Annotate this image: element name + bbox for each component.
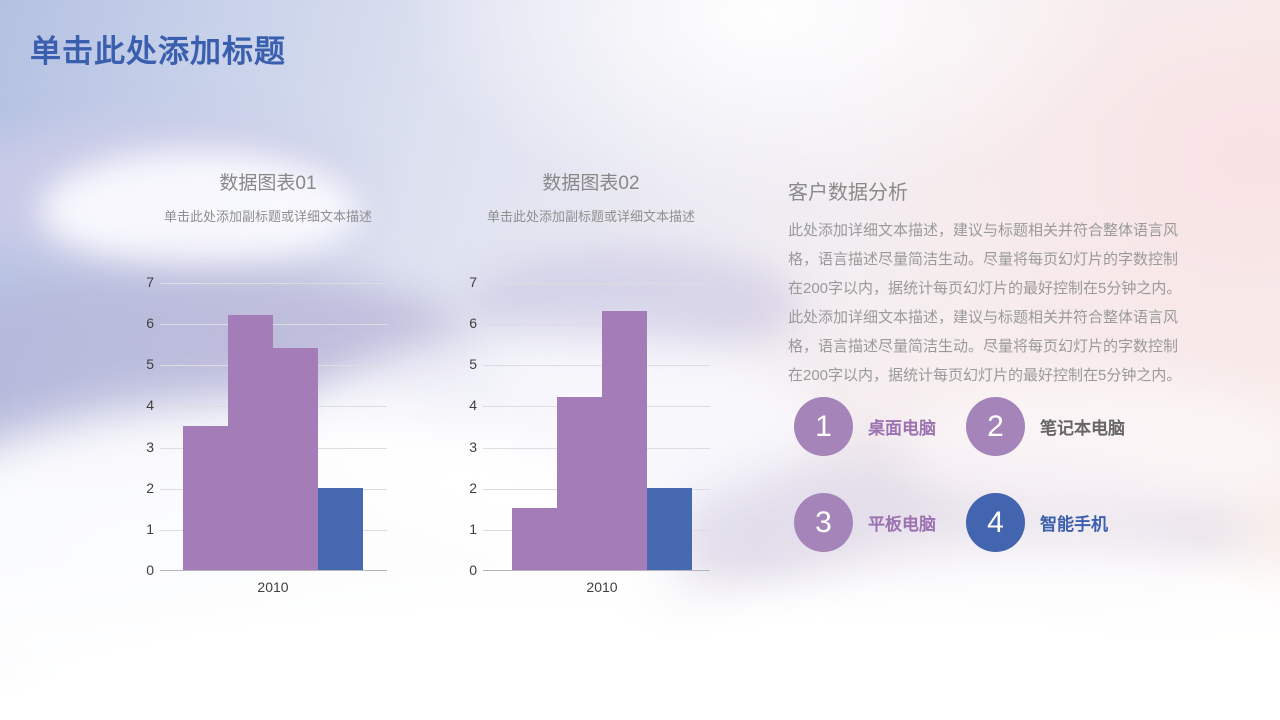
bar-series-1	[512, 508, 557, 570]
y-axis-tick-label: 4	[146, 397, 154, 414]
legend-item-2[interactable]: 2 笔记本电脑	[966, 397, 1125, 456]
x-axis-line	[160, 570, 387, 571]
bar-series-4	[647, 488, 692, 570]
x-axis-category-label: 2010	[257, 579, 289, 595]
legend-item-3[interactable]: 3 平板电脑	[794, 493, 936, 552]
bar-chart-02[interactable]: 数据图表02 单击此处添加副标题或详细文本描述 0 1 2 3 4 5 6 7 2010	[466, 168, 716, 608]
chart-02-plot-area: 0 1 2 3 4 5 6 7 2010	[469, 274, 710, 595]
x-axis-line	[483, 570, 710, 571]
gridline	[483, 283, 710, 284]
y-axis-tick-label: 3	[469, 438, 477, 455]
cloud	[900, 380, 1280, 520]
bar-series-2	[228, 315, 273, 570]
y-axis-tick-label: 0	[469, 562, 477, 578]
gridline	[160, 324, 387, 326]
y-axis-tick-label: 5	[469, 356, 477, 373]
legend-item-1[interactable]: 1 桌面电脑	[794, 397, 936, 456]
legend-number-circle[interactable]: 2	[966, 397, 1025, 456]
gridline	[483, 324, 710, 326]
y-axis-tick-label: 6	[469, 315, 477, 332]
y-axis-tick-label: 0	[146, 562, 154, 578]
chart-02-title: 数据图表02	[542, 173, 640, 194]
y-axis-tick-label: 1	[469, 520, 477, 537]
y-axis-tick-label: 1	[146, 520, 154, 537]
bar-chart-01[interactable]: 数据图表01 单击此处添加副标题或详细文本描述 0 1 2 3 4 5 6 7 2010	[143, 168, 393, 608]
chart-01-subtitle-placeholder[interactable]: 单击此处添加副标题或详细文本描述	[163, 209, 372, 224]
y-axis-tick-label: 4	[469, 397, 477, 414]
bar-series-1	[183, 426, 228, 570]
x-axis-category-label: 2010	[586, 579, 618, 595]
legend-number-circle[interactable]: 3	[794, 493, 853, 552]
y-axis-tick-label: 7	[469, 274, 477, 290]
legend-label: 桌面电脑	[868, 419, 936, 438]
chart-02-subtitle-placeholder[interactable]: 单击此处添加副标题或详细文本描述	[486, 209, 695, 224]
bar-series-3	[273, 348, 318, 570]
y-axis-tick-label: 2	[469, 479, 477, 496]
bar-series-3	[602, 311, 647, 570]
y-axis-tick-label: 6	[146, 315, 154, 332]
bar-series-2	[557, 397, 602, 570]
chart-01-plot-area: 0 1 2 3 4 5 6 7 2010	[146, 274, 387, 595]
slide-title-placeholder[interactable]: 单击此处添加标题	[30, 34, 286, 69]
legend-label: 平板电脑	[868, 515, 936, 534]
legend-number-circle[interactable]: 4	[966, 493, 1025, 552]
analysis-heading: 客户数据分析	[788, 182, 908, 204]
bar-series-4	[318, 488, 363, 570]
chart-01-title: 数据图表01	[219, 173, 317, 194]
y-axis-tick-label: 2	[146, 479, 154, 496]
y-axis-tick-label: 3	[146, 438, 154, 455]
analysis-body-text[interactable]: 此处添加详细文本描述，建议与标题相关并符合整体语言风 格，语言描述尽量简洁生动。…	[788, 222, 1182, 384]
y-axis-tick-label: 7	[146, 274, 154, 290]
legend-label: 智能手机	[1040, 515, 1108, 534]
legend-label: 笔记本电脑	[1040, 419, 1125, 438]
legend-number-circle[interactable]: 1	[794, 397, 853, 456]
cloud	[40, 150, 360, 270]
y-axis-tick-label: 5	[146, 356, 154, 373]
legend-item-4[interactable]: 4 智能手机	[966, 493, 1108, 552]
gridline	[160, 283, 387, 284]
gridline	[483, 365, 710, 367]
